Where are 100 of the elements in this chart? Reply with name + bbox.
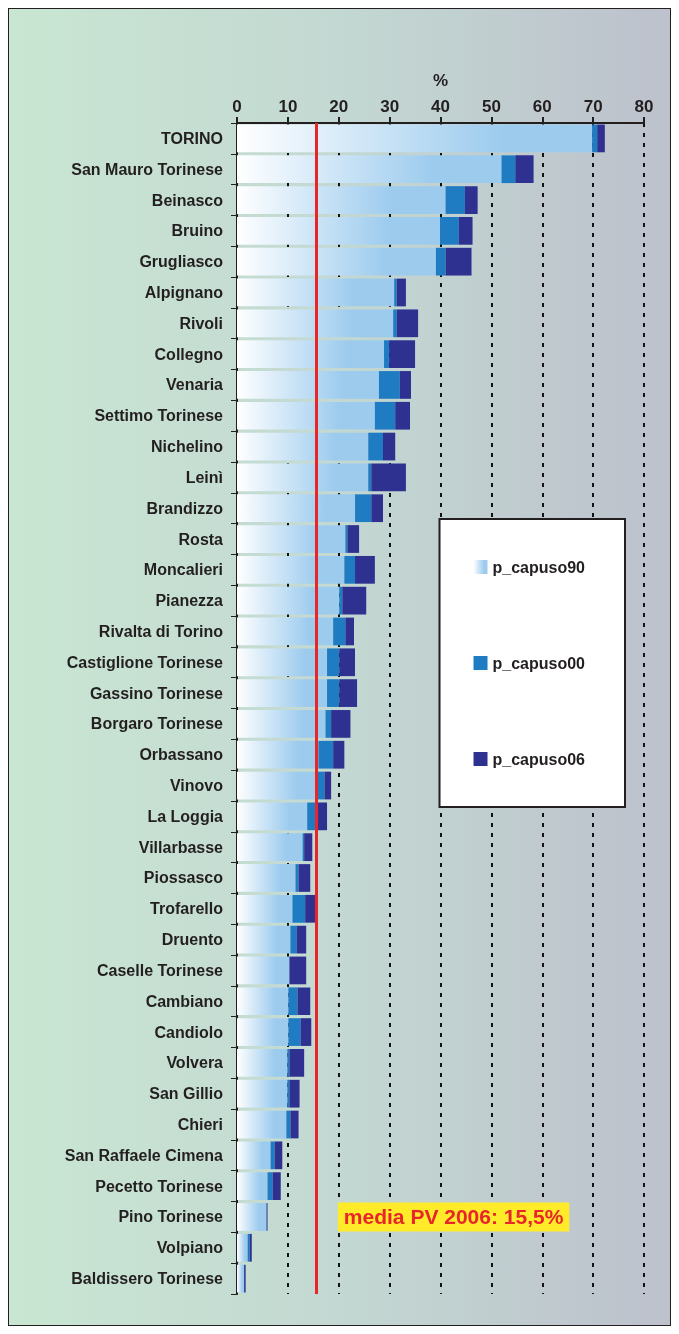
bar xyxy=(458,216,473,245)
bar xyxy=(237,894,293,923)
x-tick-label: 0 xyxy=(232,97,242,116)
bar xyxy=(237,956,290,985)
bar xyxy=(292,894,306,923)
bar xyxy=(393,309,397,338)
bar xyxy=(289,1079,300,1108)
bar xyxy=(237,802,308,831)
bar xyxy=(325,710,332,738)
bar xyxy=(237,1172,268,1201)
y-tick-label: Chieri xyxy=(177,1116,223,1134)
y-tick-label: Rosta xyxy=(178,530,224,548)
bar xyxy=(237,278,395,307)
bar xyxy=(435,247,446,276)
y-tick-label: Bruino xyxy=(171,222,224,240)
bar xyxy=(464,186,478,214)
bar xyxy=(237,1018,289,1046)
y-tick-label: Grugliasco xyxy=(139,253,224,271)
y-tick-label: Vinovo xyxy=(169,777,224,795)
bar xyxy=(399,371,411,399)
y-tick-label: Borgaro Torinese xyxy=(90,715,224,733)
bar xyxy=(327,679,340,707)
bar xyxy=(237,525,346,553)
x-tick-label: 40 xyxy=(431,97,450,116)
y-tick-label: Gassino Torinese xyxy=(89,684,224,702)
bar xyxy=(237,1141,271,1170)
y-tick-label: Caselle Torinese xyxy=(97,961,224,979)
y-tick-label: Alpignano xyxy=(144,283,224,301)
bar xyxy=(237,186,446,214)
bar xyxy=(368,432,384,461)
bar xyxy=(272,1172,281,1201)
y-tick-label: Pianezza xyxy=(155,592,224,610)
x-tick-label: 80 xyxy=(634,97,654,116)
bar xyxy=(237,401,375,430)
bar xyxy=(300,1018,312,1046)
bar xyxy=(345,617,355,646)
bar xyxy=(237,432,369,461)
bar xyxy=(339,586,343,615)
bar xyxy=(333,617,346,646)
x-tick-label: 70 xyxy=(583,97,603,116)
bar xyxy=(237,216,440,245)
bar xyxy=(439,216,459,245)
y-tick-label: Pino Torinese xyxy=(118,1208,224,1226)
bar xyxy=(237,494,356,523)
bar xyxy=(270,1141,275,1170)
bar xyxy=(237,1110,287,1139)
bar xyxy=(237,463,369,492)
legend-label: p_capuso90 xyxy=(492,558,586,576)
x-tick-label: 20 xyxy=(329,97,349,116)
bar xyxy=(344,555,356,584)
bar xyxy=(592,124,598,153)
bar xyxy=(237,710,326,738)
bar xyxy=(389,340,416,368)
bar xyxy=(237,309,394,338)
y-tick-label: La Loggia xyxy=(147,807,224,825)
bar xyxy=(237,987,289,1016)
bar xyxy=(515,155,534,184)
bar xyxy=(274,1141,283,1170)
bar xyxy=(237,1264,245,1293)
bar xyxy=(396,309,419,338)
bar xyxy=(445,186,465,214)
bar xyxy=(237,1203,267,1231)
bar xyxy=(298,864,311,892)
bar xyxy=(237,371,379,399)
bar xyxy=(295,864,299,892)
y-tick-label: Trofarello xyxy=(150,900,224,918)
bar xyxy=(297,987,311,1016)
bar xyxy=(355,555,375,584)
bar xyxy=(287,1049,290,1077)
bar xyxy=(371,494,384,523)
y-tick-label: Settimo Torinese xyxy=(94,407,224,425)
bar xyxy=(331,710,351,738)
y-tick-label: Pecetto Torinese xyxy=(95,1177,224,1195)
bar xyxy=(237,555,345,584)
bar xyxy=(339,648,356,677)
bar xyxy=(237,679,328,707)
bar xyxy=(237,864,296,892)
bar xyxy=(287,1079,290,1108)
y-tick-label: Nichelino xyxy=(150,438,224,456)
y-tick-label: San Mauro Torinese xyxy=(71,160,224,178)
bar xyxy=(374,401,396,430)
bar xyxy=(237,1079,288,1108)
bar xyxy=(290,925,297,954)
bar xyxy=(384,340,390,368)
bar xyxy=(288,987,298,1016)
bar xyxy=(378,371,400,399)
y-tick-label: Villarbasse xyxy=(138,838,224,856)
bar xyxy=(237,771,318,800)
bar xyxy=(237,1049,288,1077)
bar xyxy=(237,340,385,368)
bar xyxy=(355,494,372,523)
bar xyxy=(237,124,593,153)
bar xyxy=(289,1049,305,1077)
y-tick-label: Cambiano xyxy=(145,992,224,1010)
y-tick-label: Moncalieri xyxy=(143,561,223,579)
y-tick-label: San Raffaele Cimena xyxy=(64,1146,224,1164)
y-tick-label: Brandizzo xyxy=(146,499,224,517)
bar xyxy=(237,648,328,677)
x-tick-label: 30 xyxy=(380,97,400,116)
bar xyxy=(237,586,340,615)
